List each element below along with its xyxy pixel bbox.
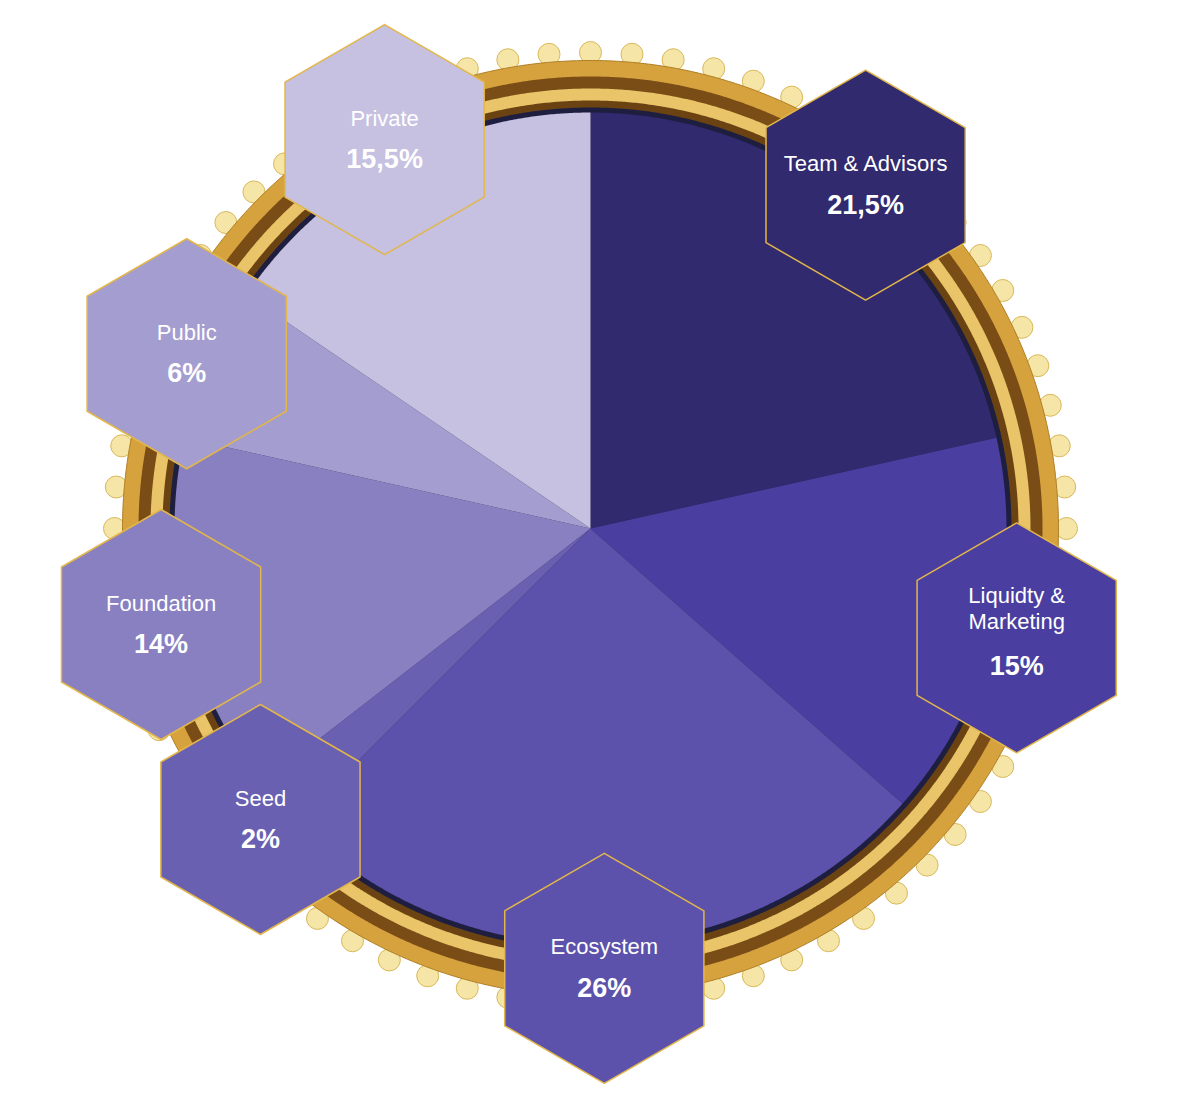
svg-text:14%: 14% <box>134 629 188 659</box>
svg-text:Liquidty &Marketing: Liquidty &Marketing <box>968 583 1065 633</box>
svg-text:Team & Advisors: Team & Advisors <box>784 151 948 176</box>
svg-text:15%: 15% <box>990 651 1044 681</box>
svg-text:Public: Public <box>157 320 217 345</box>
svg-text:2%: 2% <box>241 824 280 854</box>
svg-text:Seed: Seed <box>235 786 286 811</box>
svg-text:6%: 6% <box>167 358 206 388</box>
svg-text:Foundation: Foundation <box>106 591 216 616</box>
svg-text:Ecosystem: Ecosystem <box>551 934 659 959</box>
svg-text:15,5%: 15,5% <box>346 144 423 174</box>
svg-text:26%: 26% <box>577 973 631 1003</box>
svg-text:Private: Private <box>350 106 418 131</box>
svg-text:21,5%: 21,5% <box>827 190 904 220</box>
